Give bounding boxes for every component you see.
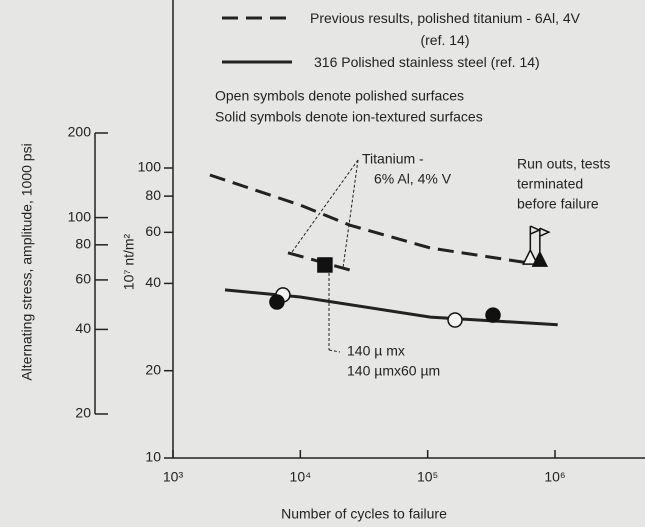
point <box>522 248 539 265</box>
note: Solid symbols denote ion-textured surfac… <box>215 109 483 125</box>
point <box>485 307 501 323</box>
x-tick-label: 10³ <box>163 469 184 485</box>
legend-entry: 316 Polished stainless steel (ref. 14) <box>314 54 540 70</box>
legend-entry: Previous results, polished titanium - 6A… <box>309 10 580 48</box>
note: Open symbols denote polished surfaces <box>215 88 464 104</box>
point <box>531 250 549 267</box>
curve <box>209 173 530 265</box>
runout-flag <box>539 227 551 253</box>
y-tick-label: 20 <box>145 361 161 377</box>
y-tick-label: 40 <box>145 274 161 290</box>
y2-axis-label: Alternating stress, amplitude, 1000 psi <box>19 143 35 380</box>
y2-tick-label: 80 <box>75 236 91 252</box>
x-axis-label: Number of cycles to failure <box>281 506 447 522</box>
leader-lines <box>291 159 359 353</box>
annotation: 140 µmx60 µm <box>347 363 440 379</box>
annotation: before failure <box>517 196 599 212</box>
annotation: Run outs, tests <box>517 156 610 172</box>
y-axis-label: 10⁷ nt/m² <box>121 233 137 290</box>
annotation: 140 µ mx <box>347 343 405 359</box>
y2-tick-label: 60 <box>75 271 91 287</box>
annotation: terminated <box>517 176 583 192</box>
y2-tick-label: 100 <box>68 208 92 224</box>
x-tick-label: 10⁴ <box>290 469 312 485</box>
y2-tick-label: 20 <box>75 405 91 421</box>
annotation: 6% Al, 4% V <box>374 171 452 187</box>
point <box>269 294 285 310</box>
y2-tick-label: 40 <box>75 320 91 336</box>
annotation: Titanium - <box>362 151 424 167</box>
x-tick-label: 10⁵ <box>417 469 438 485</box>
y-tick-label: 60 <box>145 223 161 239</box>
y-tick-label: 80 <box>145 187 161 203</box>
y-tick-label: 100 <box>138 159 162 175</box>
runout-flag <box>529 225 542 251</box>
y-tick-label: 10 <box>145 449 161 465</box>
point <box>317 257 333 273</box>
x-tick-label: 10⁶ <box>544 469 565 485</box>
y2-tick-label: 200 <box>68 124 92 140</box>
point <box>447 312 463 328</box>
